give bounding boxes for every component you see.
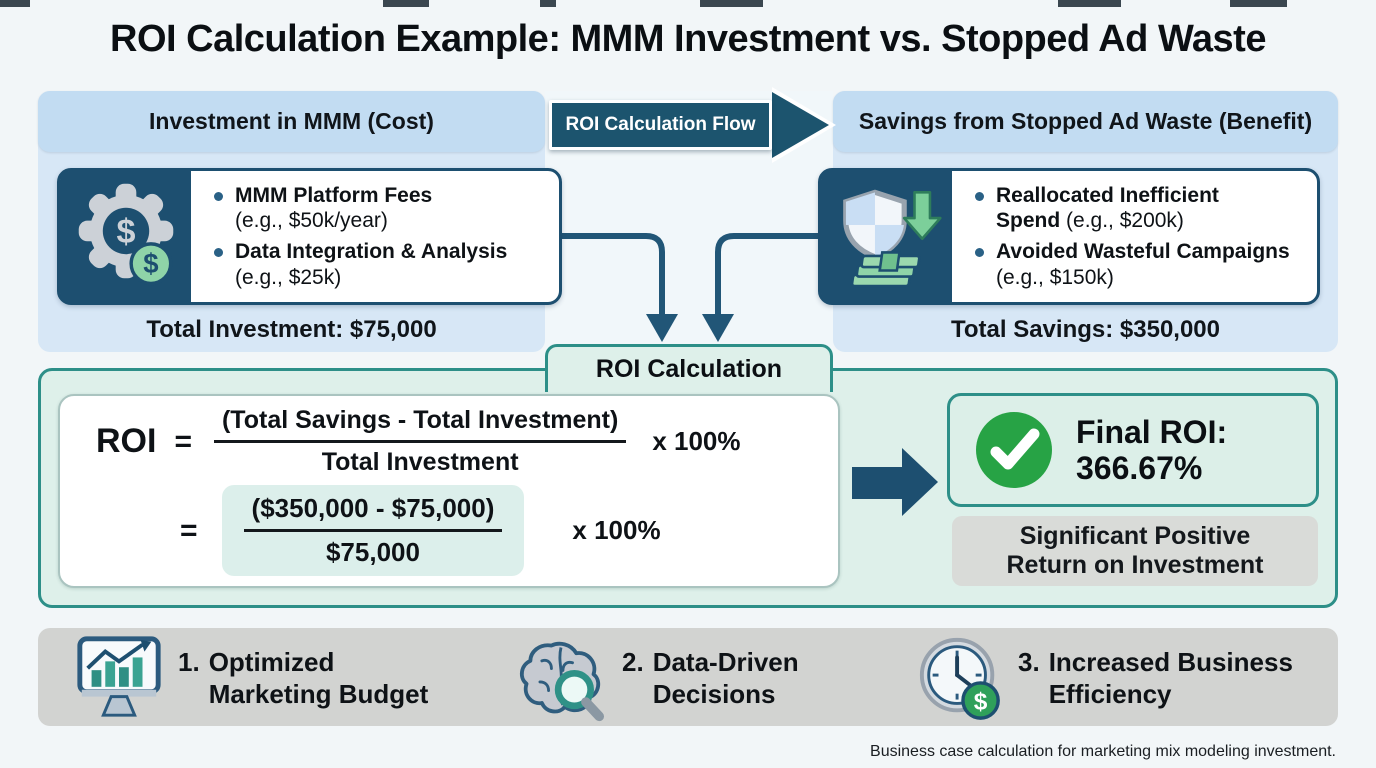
savings-icon-panel: [821, 171, 952, 302]
clock-dollar-icon: $: [919, 637, 1000, 720]
roi-note-box: Significant Positive Return on Investmen…: [952, 516, 1318, 586]
benefit-number: 2.: [622, 647, 644, 677]
benefit-line: Efficiency: [1048, 679, 1172, 710]
investment-card-content: MMM Platform Fees (e.g., $50k/year) Data…: [191, 171, 559, 302]
benefit-2: 2. Data-Driven Decisions: [622, 646, 799, 710]
investment-card: $ $ MMM Platform Fees (e.g., $50k/year) …: [57, 168, 562, 305]
final-roi-value: 366.67%: [1076, 450, 1203, 486]
roi-note-line: Significant Positive: [1019, 522, 1251, 550]
formula-fraction: (Total Savings - Total Investment) Total…: [213, 406, 627, 477]
benefit-3: 3. Increased Business Efficiency: [1018, 646, 1293, 710]
roi-calculation-tab: ROI Calculation: [545, 344, 833, 392]
formula-denominator: Total Investment: [321, 448, 519, 476]
svg-text:$: $: [143, 248, 158, 279]
flow-arrowhead: [772, 92, 829, 158]
top-edge-mark: [1230, 0, 1287, 7]
benefit-number: 3.: [1018, 647, 1040, 677]
final-roi-label: Final ROI:: [1076, 413, 1228, 450]
formula-multiplier: x 100%: [652, 426, 741, 456]
top-edge-mark: [700, 0, 763, 7]
savings-item: Reallocated Inefficient Spend (e.g., $200…: [970, 183, 1313, 234]
formula-lhs: ROI: [96, 422, 157, 460]
benefit-label: Optimized Marketing Budget: [209, 646, 429, 710]
benefit-number: 1.: [178, 647, 200, 677]
result-arrow-shaft: [852, 467, 902, 499]
page-title: ROI Calculation Example: MMM Investment …: [110, 18, 1266, 60]
substitution-denominator: $75,000: [325, 537, 420, 567]
substitution-equals: =: [180, 513, 198, 547]
savings-item: Avoided Wasteful Campaigns (e.g., $150k): [970, 239, 1313, 290]
investment-header: Investment in MMM (Cost): [38, 91, 545, 152]
benefits-strip: [38, 628, 1338, 726]
benefit-1: 1. Optimized Marketing Budget: [178, 646, 428, 710]
top-edge-mark: [1058, 0, 1121, 7]
formula-numerator: (Total Savings - Total Investment): [213, 406, 627, 443]
top-edge-mark: [383, 0, 429, 7]
roi-substitution-row: = ($350,000 - $75,000) $75,000 x 100%: [180, 485, 838, 576]
footer-caption: Business case calculation for marketing …: [870, 743, 1336, 760]
benefit-label: Increased Business Efficiency: [1049, 646, 1293, 710]
roi-formula-row: ROI = (Total Savings - Total Investment)…: [96, 406, 838, 477]
top-edge-mark: [0, 0, 30, 7]
gear-dollar-icon: $ $: [78, 183, 173, 285]
benefit-line: Increased Business: [1048, 647, 1293, 677]
formula-equals: =: [174, 424, 192, 458]
benefit-line: Marketing Budget: [208, 679, 429, 710]
brain-magnifier-icon: [519, 641, 605, 722]
investment-item: MMM Platform Fees (e.g., $50k/year): [209, 183, 551, 234]
substitution-multiplier: x 100%: [572, 515, 661, 545]
benefit-line: Optimized: [208, 647, 335, 677]
svg-text:$: $: [116, 213, 135, 251]
svg-text:$: $: [974, 688, 988, 715]
total-savings: Total Savings: $350,000: [950, 316, 1220, 343]
final-roi-text: Final ROI: 366.67%: [1076, 414, 1227, 487]
final-roi-box: Final ROI: 366.67%: [947, 393, 1319, 507]
investment-icon-panel: $ $: [60, 171, 191, 302]
top-edge-mark: [540, 0, 556, 7]
savings-card-content: Reallocated Inefficient Spend (e.g., $200…: [952, 171, 1317, 302]
investment-item: Data Integration & Analysis (e.g., $25k): [209, 239, 551, 290]
benefit-line: Decisions: [652, 679, 776, 710]
roi-formula-card: ROI = (Total Savings - Total Investment)…: [58, 394, 840, 588]
result-arrow-head: [902, 448, 938, 516]
savings-card: Reallocated Inefficient Spend (e.g., $200…: [818, 168, 1320, 305]
substitution-fraction: ($350,000 - $75,000) $75,000: [221, 485, 525, 576]
total-investment: Total Investment: $75,000: [146, 316, 437, 343]
shield-savings-icon: [842, 189, 942, 287]
monitor-chart-icon: [77, 636, 161, 717]
benefit-line: Data-Driven: [652, 647, 799, 677]
benefit-label: Data-Driven Decisions: [653, 646, 799, 710]
savings-header: Savings from Stopped Ad Waste (Benefit): [833, 91, 1338, 152]
roi-note-line: Return on Investment: [1006, 551, 1264, 579]
check-circle-icon: [976, 412, 1052, 488]
roi-flow-arrow: ROI Calculation Flow: [549, 100, 772, 150]
substitution-numerator: ($350,000 - $75,000): [243, 493, 503, 532]
